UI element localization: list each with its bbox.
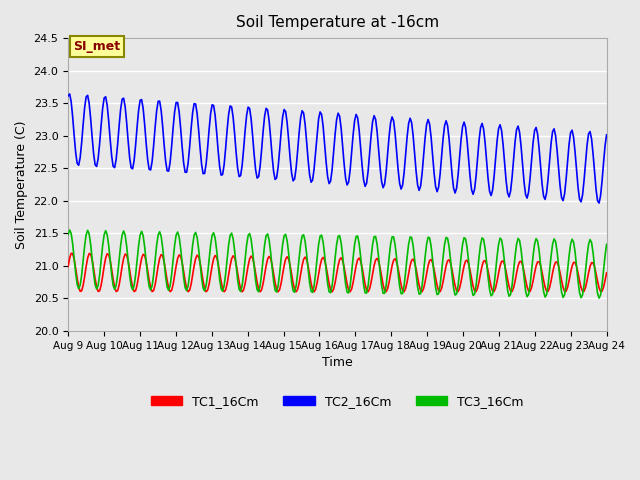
- Legend: TC1_16Cm, TC2_16Cm, TC3_16Cm: TC1_16Cm, TC2_16Cm, TC3_16Cm: [146, 390, 529, 413]
- Y-axis label: Soil Temperature (C): Soil Temperature (C): [15, 120, 28, 249]
- Text: SI_met: SI_met: [74, 40, 121, 53]
- Title: Soil Temperature at -16cm: Soil Temperature at -16cm: [236, 15, 439, 30]
- X-axis label: Time: Time: [322, 356, 353, 369]
